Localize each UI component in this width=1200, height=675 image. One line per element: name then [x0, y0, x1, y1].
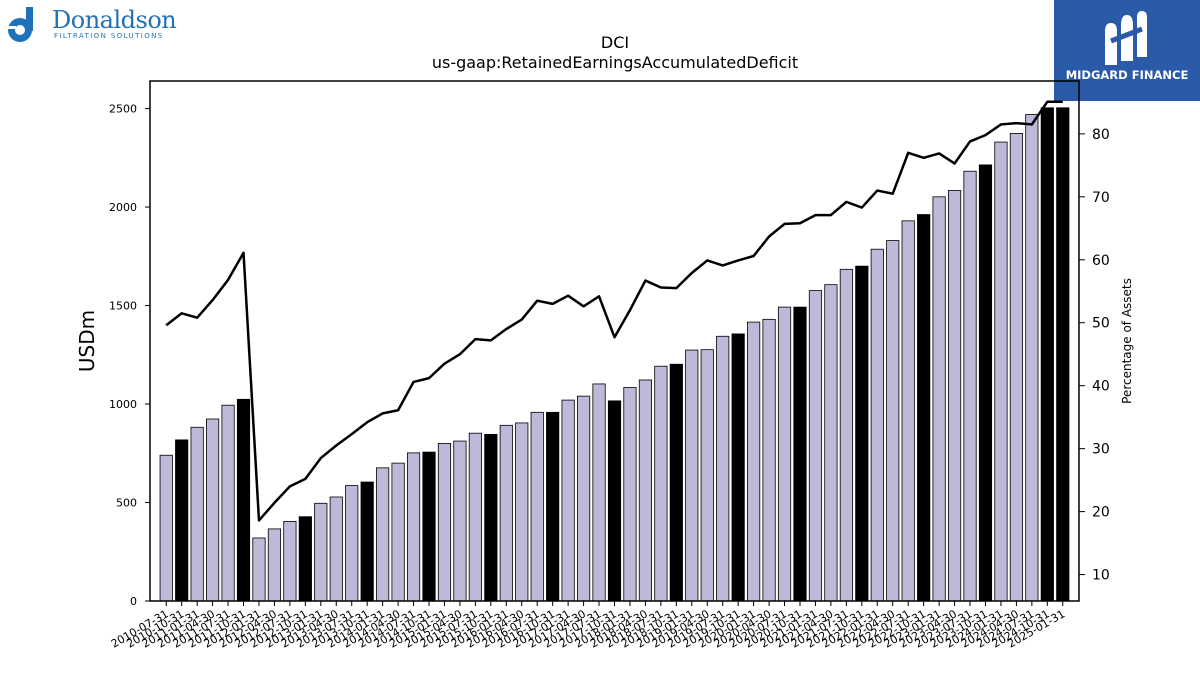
bar-2022-10-31: [917, 214, 931, 602]
bar-2013-01-31: [314, 502, 328, 602]
company-tagline: FILTRATION SOLUTIONS: [54, 32, 164, 40]
bar-2012-04-30: [267, 528, 282, 602]
company-logo: Donaldson FILTRATION SOLUTIONS: [4, 4, 204, 48]
y-tick-label: 2500: [109, 103, 137, 116]
bar-2024-10-31: [1040, 107, 1054, 602]
y-tick-label: 1500: [109, 300, 137, 313]
bar-2015-01-31: [437, 443, 452, 602]
y-tick-label: 1000: [109, 398, 137, 411]
x-axis: 2010-07-312010-10-312011-01-312011-04-30…: [109, 601, 1067, 651]
bar-2016-01-31: [499, 424, 513, 602]
y2-axis-label: Percentage of Assets: [1120, 278, 1134, 404]
percentage-line: [165, 100, 1063, 522]
bar-2011-10-31: [236, 398, 251, 602]
bar-2010-10-31: [175, 439, 189, 602]
bar-2017-10-31: [607, 400, 622, 602]
bar-2020-10-31: [793, 306, 807, 602]
bar-2022-04-30: [886, 240, 900, 602]
bar-2022-07-31: [901, 220, 915, 602]
bar-2014-10-31: [422, 451, 436, 602]
line-series: [165, 100, 1063, 522]
bar-2022-01-31: [870, 248, 884, 602]
bar-2015-04-30: [453, 440, 467, 602]
bar-2013-10-31: [360, 481, 374, 602]
bar-2021-07-31: [839, 268, 853, 602]
bar-2013-04-30: [329, 496, 343, 602]
bar-2019-07-31: [716, 335, 730, 602]
y-axis-left: 0 500 1000 1500 2000 2500: [109, 103, 150, 608]
bar-2018-07-31: [654, 365, 668, 602]
bar-2017-04-30: [577, 395, 591, 602]
bar-2014-07-31: [406, 452, 421, 602]
bar-series: [159, 107, 1070, 602]
bar-2020-04-30: [762, 318, 776, 602]
bar-2014-01-31: [376, 467, 390, 602]
midgard-m-icon: [1105, 11, 1147, 65]
y2-tick-label: 30: [1092, 442, 1110, 458]
y2-tick-label: 70: [1092, 190, 1110, 206]
bar-2012-07-31: [283, 521, 297, 602]
bar-2020-01-31: [747, 321, 761, 602]
bar-2019-04-30: [700, 349, 714, 602]
bar-2023-10-31: [978, 164, 993, 602]
bar-2015-10-31: [484, 433, 498, 602]
bar-2011-01-31: [190, 426, 204, 602]
bar-2023-04-30: [947, 190, 962, 602]
bar-2021-04-30: [824, 284, 838, 602]
y-tick-label: 500: [116, 497, 137, 510]
bar-2010-07-31: [159, 454, 173, 602]
donaldson-d-icon: [6, 7, 33, 42]
bar-2011-07-31: [221, 404, 235, 602]
bar-2025-01-31: [1056, 107, 1070, 602]
bar-2018-10-31: [669, 363, 683, 602]
bar-2016-04-30: [515, 422, 529, 602]
partner-name: MIDGARD FINANCE: [1065, 68, 1189, 82]
y2-tick-label: 60: [1092, 253, 1110, 269]
y2-tick-label: 80: [1092, 127, 1110, 143]
y-axis-label: USDm: [75, 310, 99, 372]
bar-2021-01-31: [808, 290, 823, 602]
bar-2019-01-31: [685, 349, 699, 602]
bar-2012-10-31: [298, 516, 312, 602]
company-name: Donaldson: [52, 6, 177, 34]
bar-2016-10-31: [546, 411, 560, 602]
bar-2012-01-31: [252, 537, 266, 602]
bar-2015-07-31: [468, 432, 482, 602]
bar-2014-04-30: [391, 462, 405, 602]
bar-2023-01-31: [932, 196, 946, 602]
y-tick-label: 0: [130, 595, 137, 608]
bar-2021-10-31: [855, 265, 869, 602]
bar-2023-07-31: [963, 170, 977, 602]
bar-2020-07-31: [777, 306, 792, 602]
bar-2018-04-30: [638, 379, 652, 602]
y-axis-right: 10 20 30 40 50 60 70 80: [1079, 127, 1110, 584]
bar-2011-04-30: [206, 418, 220, 602]
bar-2018-01-31: [623, 387, 637, 602]
y2-tick-label: 20: [1092, 505, 1110, 521]
bar-2024-04-30: [1009, 132, 1023, 602]
chart-title: DCI: [601, 33, 629, 52]
bar-2017-01-31: [561, 399, 575, 602]
bar-2017-07-31: [592, 383, 606, 602]
bar-2024-01-31: [994, 141, 1008, 602]
y-tick-label: 2000: [109, 201, 137, 214]
chart-subtitle: us-gaap:RetainedEarningsAccumulatedDefic…: [432, 53, 798, 72]
y2-tick-label: 50: [1092, 316, 1110, 332]
bar-2016-07-31: [530, 411, 544, 602]
y2-tick-label: 40: [1092, 379, 1110, 395]
bar-2019-10-31: [731, 333, 745, 602]
y2-tick-label: 10: [1092, 568, 1110, 584]
bar-2024-07-31: [1025, 114, 1039, 602]
partner-logo: MIDGARD FINANCE: [1054, 0, 1200, 101]
bar-2013-07-31: [345, 485, 359, 602]
